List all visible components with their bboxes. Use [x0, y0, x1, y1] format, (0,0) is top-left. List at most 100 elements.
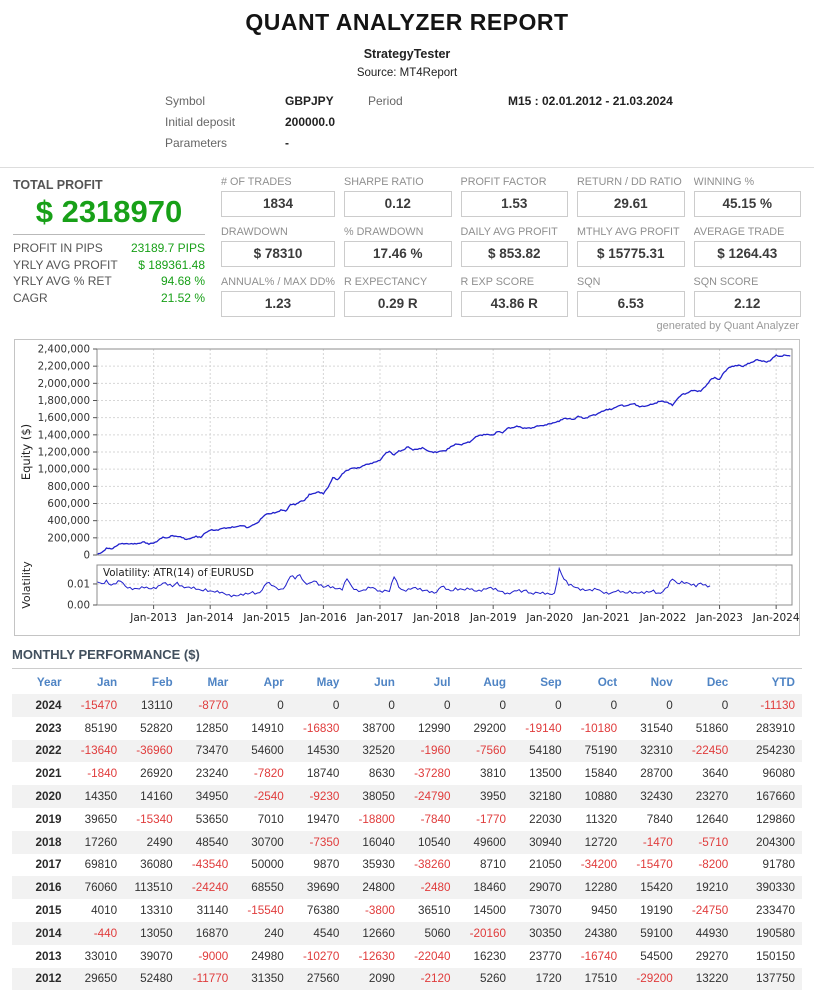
parameters-value: - [285, 136, 289, 150]
ytd-cell: 254230 [755, 744, 795, 758]
month-cell: 16040 [362, 835, 395, 849]
month-cell: 28700 [640, 767, 673, 781]
column-header-jul: Jul [433, 675, 451, 689]
month-cell: 76380 [306, 904, 340, 918]
month-cell: -1470 [642, 835, 673, 849]
ytd-cell: 167660 [755, 790, 795, 804]
month-cell: -2540 [253, 790, 284, 804]
stat-value: 45.15 % [693, 191, 801, 217]
month-cell: 15420 [640, 881, 673, 895]
stat-value: 0.29 R [344, 291, 452, 317]
month-cell: -16830 [302, 721, 340, 735]
month-cell: 11320 [585, 812, 618, 826]
year-cell: 2018 [35, 835, 62, 849]
month-cell: 32520 [362, 744, 395, 758]
svg-text:1,200,000: 1,200,000 [38, 447, 90, 459]
symbol-value: GBPJPY [285, 94, 334, 108]
month-cell: 18740 [306, 767, 340, 781]
svg-text:Equity ($): Equity ($) [19, 424, 33, 480]
month-cell: 32430 [640, 790, 673, 804]
stat-r-expectancy: R EXPECTANCY 0.29 R [344, 276, 452, 317]
stat-drawdown: % DRAWDOWN 17.46 % [344, 226, 452, 267]
month-cell: 19190 [640, 904, 673, 918]
month-cell: 85190 [84, 721, 118, 735]
svg-text:1,000,000: 1,000,000 [38, 464, 90, 476]
month-cell: 2090 [368, 972, 395, 986]
svg-text:2,200,000: 2,200,000 [38, 361, 90, 373]
parameters-label: Parameters [165, 136, 228, 150]
subrow-label: PROFIT IN PIPS [13, 241, 103, 255]
month-cell: 29650 [84, 972, 118, 986]
svg-text:1,400,000: 1,400,000 [38, 429, 90, 441]
month-cell: 48540 [195, 835, 229, 849]
stat-value: $ 15775.31 [577, 241, 685, 267]
month-cell: 0 [499, 698, 507, 712]
year-cell: 2023 [35, 721, 62, 735]
month-cell: 8630 [368, 767, 395, 781]
table-row-2015: 2015 4010 13310 31140 -15540 76380 -3800 36510 1… [12, 899, 802, 922]
month-cell: 26920 [140, 767, 173, 781]
month-cell: 13050 [140, 926, 173, 940]
table-row-2017: 2017 69810 36080 -43540 50000 9870 35930 -38260… [12, 854, 802, 877]
month-cell: 32310 [640, 744, 673, 758]
month-cell: 53650 [195, 812, 229, 826]
stat-value: $ 1264.43 [693, 241, 801, 267]
month-cell: 73470 [195, 744, 229, 758]
column-header-nov: Nov [650, 675, 673, 689]
month-cell: 52480 [140, 972, 173, 986]
month-cell: -29200 [636, 972, 673, 986]
month-cell: 32180 [529, 790, 562, 804]
subrow-value: 94.68 % [160, 274, 205, 288]
equity-volatility-chart: 0 200,000 400,000 600,000 800,000 1,000,000 1,… [19, 344, 800, 625]
month-cell: 54500 [640, 949, 673, 963]
page-title: QUANT ANALYZER REPORT [245, 9, 569, 35]
month-cell: -24750 [691, 904, 729, 918]
month-cell: 69810 [84, 858, 118, 872]
month-cell: 10540 [417, 835, 451, 849]
total-profit-label: TOTAL PROFIT [13, 178, 103, 192]
month-cell: 68550 [251, 881, 284, 895]
equity-chart-figure: 0 200,000 400,000 600,000 800,000 1,000,000 1,… [14, 339, 800, 636]
month-cell: 13500 [529, 767, 562, 781]
year-cell: 2012 [35, 972, 62, 986]
month-cell: -11770 [192, 972, 229, 986]
month-cell: 0 [332, 698, 340, 712]
profit-subrow-profit-in-pips: PROFIT IN PIPS 23189.7 PIPS [13, 240, 205, 257]
month-cell: 54600 [251, 744, 284, 758]
month-cell: -8200 [698, 858, 729, 872]
year-cell: 2022 [35, 744, 62, 758]
month-cell: -16740 [580, 949, 618, 963]
column-header-jan: Jan [96, 675, 118, 689]
svg-text:Jan-2022: Jan-2022 [639, 612, 687, 624]
month-cell: 14350 [84, 790, 118, 804]
year-cell: 2013 [35, 949, 62, 963]
month-cell: 4540 [313, 926, 340, 940]
stat-sharpe-ratio: SHARPE RATIO 0.12 [344, 176, 452, 217]
month-cell: 29070 [529, 881, 562, 895]
month-cell: 12280 [584, 881, 618, 895]
month-cell: -37280 [414, 767, 451, 781]
year-cell: 2021 [35, 767, 62, 781]
month-cell: -7840 [420, 812, 451, 826]
month-cell: 17260 [84, 835, 118, 849]
stat-sqn-score: SQN SCORE 2.12 [693, 276, 801, 317]
svg-text:1,600,000: 1,600,000 [38, 412, 90, 424]
info-row-parameters: Parameters - [165, 136, 814, 157]
month-cell: 13220 [695, 972, 729, 986]
month-cell: -24790 [414, 790, 451, 804]
month-cell: 14160 [140, 790, 173, 804]
table-row-2020: 2020 14350 14160 34950 -2540 -9230 38050 -24790… [12, 785, 802, 808]
month-cell: 59100 [640, 926, 673, 940]
period-label: Period [368, 94, 403, 108]
month-cell: 36510 [417, 904, 451, 918]
year-cell: 2016 [35, 881, 62, 895]
initial-deposit-value: 200000.0 [285, 115, 336, 129]
month-cell: -7560 [476, 744, 507, 758]
month-cell: 52820 [140, 721, 173, 735]
subrow-value: 23189.7 PIPS [130, 241, 205, 255]
month-cell: 24800 [362, 881, 395, 895]
month-cell: -38260 [414, 858, 451, 872]
svg-text:0: 0 [83, 550, 90, 562]
ytd-cell: 204300 [755, 835, 795, 849]
month-cell: 73070 [529, 904, 562, 918]
